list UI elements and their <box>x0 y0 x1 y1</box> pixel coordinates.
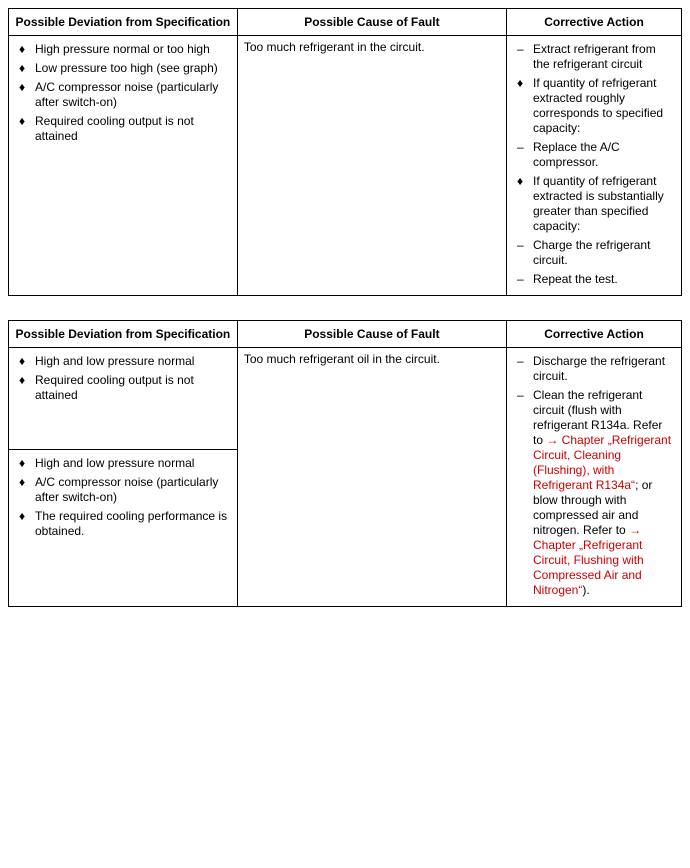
action-cell: Discharge the refrigerant circuit. Clean … <box>507 348 682 607</box>
list-item: High and low pressure normal <box>33 354 231 369</box>
deviation-list: High and low pressure normal Required coo… <box>15 354 231 403</box>
table-row: High and low pressure normal Required coo… <box>9 348 682 450</box>
list-item: Required cooling output is not attained <box>33 373 231 403</box>
list-item: Charge the refrigerant circuit. <box>531 238 675 268</box>
action-cell: Extract refrigerant from the refrigerant… <box>507 36 682 296</box>
list-item: Required cooling output is not attained <box>33 114 231 144</box>
list-item: High and low pressure normal <box>33 456 231 471</box>
list-item: Low pressure too high (see graph) <box>33 61 231 76</box>
list-item: If quantity of refrigerant extracted is … <box>531 174 675 234</box>
list-item: Clean the refrigerant circuit (flush wit… <box>531 388 675 598</box>
list-item: The required cooling performance is obta… <box>33 509 231 539</box>
arrow-icon: → <box>546 433 558 447</box>
text: ). <box>582 583 589 597</box>
cause-cell: Too much refrigerant oil in the circuit. <box>237 348 506 607</box>
col-cause-header: Possible Cause of Fault <box>237 9 506 36</box>
arrow-icon: → <box>629 523 641 537</box>
deviation-cell: High and low pressure normal Required coo… <box>9 348 238 450</box>
list-item: A/C compressor noise (particularly after… <box>33 475 231 505</box>
deviation-cell: High pressure normal or too high Low pres… <box>9 36 238 296</box>
cause-cell: Too much refrigerant in the circuit. <box>237 36 506 296</box>
list-item: Extract refrigerant from the refrigerant… <box>531 42 675 72</box>
table-row: High pressure normal or too high Low pres… <box>9 36 682 296</box>
list-item: Discharge the refrigerant circuit. <box>531 354 675 384</box>
deviation-cell: High and low pressure normal A/C compress… <box>9 450 238 607</box>
col-action-header: Corrective Action <box>507 321 682 348</box>
action-list: Discharge the refrigerant circuit. Clean … <box>513 354 675 598</box>
list-item: A/C compressor noise (particularly after… <box>33 80 231 110</box>
col-cause-header: Possible Cause of Fault <box>237 321 506 348</box>
list-item: If quantity of refrigerant extracted rou… <box>531 76 675 136</box>
deviation-list: High pressure normal or too high Low pres… <box>15 42 231 144</box>
list-item: Replace the A/C compressor. <box>531 140 675 170</box>
troubleshoot-table-1: Possible Deviation from Specification Po… <box>8 8 682 296</box>
col-action-header: Corrective Action <box>507 9 682 36</box>
col-deviation-header: Possible Deviation from Specification <box>9 9 238 36</box>
list-item: Repeat the test. <box>531 272 675 287</box>
list-item: High pressure normal or too high <box>33 42 231 57</box>
deviation-list: High and low pressure normal A/C compress… <box>15 456 231 539</box>
col-deviation-header: Possible Deviation from Specification <box>9 321 238 348</box>
action-list: Extract refrigerant from the refrigerant… <box>513 42 675 287</box>
troubleshoot-table-2: Possible Deviation from Specification Po… <box>8 320 682 607</box>
